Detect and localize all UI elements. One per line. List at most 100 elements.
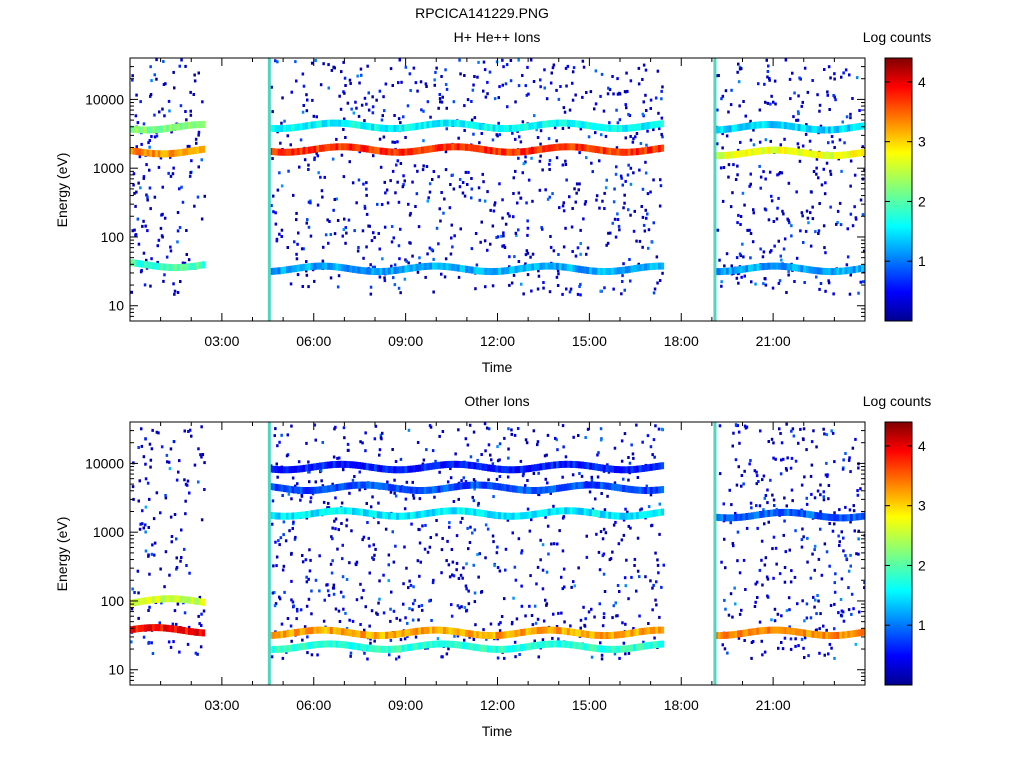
band-cell xyxy=(550,626,554,634)
band-cell xyxy=(652,486,656,494)
noise-point xyxy=(632,229,636,233)
band-cell xyxy=(283,512,287,520)
band-cell xyxy=(533,510,538,518)
noise-point xyxy=(777,172,781,176)
band-cell xyxy=(478,644,483,652)
noise-point xyxy=(362,256,365,260)
noise-point xyxy=(570,585,573,589)
band-cell xyxy=(649,627,654,634)
noise-point xyxy=(660,427,664,431)
noise-point xyxy=(305,441,308,445)
band-cell xyxy=(360,631,364,638)
noise-point xyxy=(507,447,510,451)
noise-point xyxy=(537,655,540,659)
noise-point xyxy=(787,269,790,273)
noise-point xyxy=(397,244,401,248)
noise-point xyxy=(781,647,785,651)
band-cell xyxy=(484,123,488,131)
noise-point xyxy=(620,439,624,443)
noise-point xyxy=(489,622,493,626)
noise-point xyxy=(791,499,794,503)
band-cell xyxy=(415,263,419,271)
band-cell xyxy=(346,641,350,649)
band-cell xyxy=(778,626,782,634)
noise-point xyxy=(137,591,140,595)
noise-point xyxy=(492,209,496,213)
noise-point xyxy=(791,427,795,431)
band-cell xyxy=(852,150,857,158)
noise-point xyxy=(563,110,567,114)
band-cell xyxy=(423,121,428,129)
band-cell xyxy=(633,512,637,520)
band-cell xyxy=(182,263,186,271)
band-cell xyxy=(814,267,818,275)
band-cell xyxy=(811,511,815,519)
band-cell xyxy=(143,624,148,632)
noise-point xyxy=(854,437,857,441)
band-cell xyxy=(379,268,383,275)
noise-point xyxy=(810,440,814,444)
noise-point xyxy=(529,58,533,62)
band-cell xyxy=(646,627,651,635)
noise-point xyxy=(783,566,787,569)
noise-point xyxy=(826,93,829,97)
band-cell xyxy=(547,640,552,648)
band-cell xyxy=(160,595,164,603)
noise-point xyxy=(842,619,846,623)
noise-point xyxy=(172,70,175,74)
noise-point xyxy=(579,242,582,245)
band-cell xyxy=(418,511,422,518)
noise-point xyxy=(356,74,359,78)
noise-point xyxy=(340,153,344,157)
noise-point xyxy=(850,592,854,596)
noise-point xyxy=(795,190,798,194)
band-cell xyxy=(646,464,651,472)
noise-point xyxy=(323,175,326,179)
band-cell xyxy=(489,147,494,155)
noise-point xyxy=(379,436,383,440)
band-cell xyxy=(423,463,428,471)
band-cell xyxy=(586,267,590,274)
band-cell xyxy=(313,262,317,270)
noise-point xyxy=(654,551,657,555)
noise-point xyxy=(150,552,154,556)
noise-point xyxy=(791,71,794,75)
noise-point xyxy=(463,638,466,642)
noise-point xyxy=(153,113,156,117)
noise-point xyxy=(457,275,461,279)
noise-point xyxy=(533,639,536,643)
noise-point xyxy=(731,191,734,195)
noise-point xyxy=(653,287,657,291)
band-cell xyxy=(277,645,281,653)
noise-point xyxy=(361,441,364,445)
band-cell xyxy=(330,484,334,492)
band-cell xyxy=(825,632,829,639)
band-cell xyxy=(839,151,843,159)
noise-point xyxy=(504,82,508,86)
noise-point xyxy=(589,90,593,94)
band-cell xyxy=(759,511,763,518)
energy-band xyxy=(269,481,665,494)
band-cell xyxy=(291,124,295,132)
band-cell xyxy=(432,640,436,648)
band-cell xyxy=(484,645,488,653)
noise-point xyxy=(761,653,764,657)
band-cell xyxy=(602,632,607,640)
band-cell xyxy=(487,146,491,154)
band-cell xyxy=(445,507,450,515)
noise-point xyxy=(634,135,637,139)
noise-point xyxy=(330,571,334,575)
band-cell xyxy=(274,267,279,275)
noise-point xyxy=(602,527,606,531)
band-cell xyxy=(321,508,326,516)
noise-point xyxy=(155,58,158,62)
noise-point xyxy=(446,539,449,543)
noise-point xyxy=(364,605,367,609)
noise-point xyxy=(482,89,485,93)
noise-point xyxy=(408,579,411,583)
noise-point xyxy=(735,256,739,260)
band-cell xyxy=(272,267,276,275)
band-cell xyxy=(160,125,164,133)
noise-point xyxy=(297,460,301,464)
noise-point xyxy=(599,289,602,293)
